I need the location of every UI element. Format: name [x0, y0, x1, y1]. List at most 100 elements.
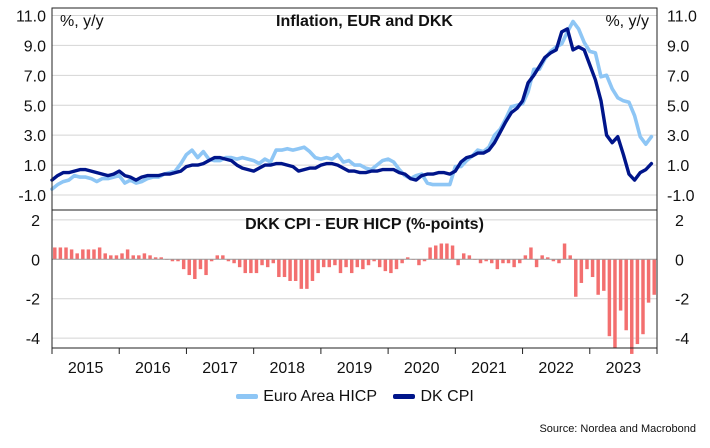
diff-bar: [198, 259, 203, 270]
diff-bar: [316, 259, 320, 274]
top-ytick-left: 11.0: [16, 8, 46, 25]
bottom-ytick-left: 2: [31, 213, 40, 230]
diff-bar: [490, 259, 494, 264]
diff-bar: [602, 259, 606, 291]
diff-bar: [534, 259, 539, 268]
diff-bar: [181, 259, 186, 270]
diff-bar: [434, 245, 438, 260]
diff-bar: [64, 247, 68, 260]
source-note: Source: Nordea and Macrobond: [539, 423, 696, 435]
top-chart-title: Inflation, EUR and DKK: [276, 13, 453, 30]
top-ytick-right: 9.0: [667, 38, 689, 55]
top-y-axis-left: 11.0 9.0 7.0 5.0 3.0 1.0 -1.0: [16, 8, 46, 205]
diff-bar: [170, 259, 175, 262]
diff-bar: [512, 259, 516, 268]
x-tick-label: 2017: [202, 360, 238, 377]
diff-bar: [109, 255, 113, 260]
diff-bar: [501, 259, 505, 264]
top-ytick-left: 3.0: [24, 128, 46, 145]
diff-bar: [226, 259, 231, 262]
diff-bar: [305, 259, 309, 289]
x-tick-label: 2022: [538, 360, 574, 377]
diff-bar: [193, 259, 197, 279]
top-y-unit-right: %, y/y: [605, 13, 649, 30]
legend-label-dk-cpi: DK CPI: [420, 388, 474, 405]
bottom-ytick-left: 0: [31, 252, 40, 269]
diff-bar: [321, 259, 326, 268]
diff-bar: [394, 259, 399, 270]
x-tick-label: 2018: [269, 360, 305, 377]
x-tick-label: 2019: [337, 360, 373, 377]
bottom-ytick-right: -4: [675, 331, 689, 348]
top-gridlines: [52, 14, 657, 196]
diff-bar: [529, 247, 533, 260]
diff-bar: [120, 253, 124, 260]
top-y-axis-right: 11.0 9.0 7.0 5.0 3.0 1.0 -1.0: [667, 8, 697, 205]
diff-bar: [293, 259, 298, 281]
diff-bar: [137, 255, 141, 260]
x-tick-label: 2015: [68, 360, 104, 377]
diff-bar: [585, 259, 589, 270]
diff-bar: [574, 259, 578, 297]
diff-bar: [546, 257, 550, 260]
diff-bar: [568, 255, 572, 260]
diff-bar: [254, 259, 259, 274]
diff-bar: [159, 257, 163, 260]
legend-item-euro-area-hicp: Euro Area HICP: [236, 388, 377, 406]
top-ytick-left: 9.0: [24, 38, 46, 55]
diff-bar: [405, 257, 410, 260]
diff-bar: [58, 247, 63, 260]
bottom-ytick-left: -4: [26, 331, 40, 348]
diff-bar: [103, 253, 107, 260]
bottom-gridlines: [52, 219, 657, 339]
legend: Euro Area HICP DK CPI: [0, 388, 710, 406]
diff-bar: [327, 259, 331, 268]
diff-bar: [518, 259, 522, 264]
bottom-y-axis-right: 2 0 -2 -4: [675, 213, 689, 348]
diff-bar: [187, 259, 191, 276]
bottom-panel-frame: [51, 209, 658, 349]
diff-bar: [148, 255, 152, 260]
bottom-ytick-left: -2: [26, 292, 40, 309]
diff-bar: [153, 257, 158, 260]
diff-bar: [277, 259, 281, 278]
diff-bar: [389, 259, 393, 274]
diff-bar: [288, 259, 292, 281]
diff-bar: [641, 259, 645, 335]
top-ytick-right: -1.0: [667, 188, 695, 205]
diff-bar: [338, 259, 343, 274]
top-ytick-right: 1.0: [667, 158, 689, 175]
diff-bar: [646, 259, 651, 303]
x-tick-label: 2016: [135, 360, 171, 377]
diff-bar: [215, 255, 220, 260]
top-ytick-right: 7.0: [667, 68, 689, 85]
diff-bar: [596, 259, 600, 295]
diff-bar: [557, 259, 561, 264]
diff-bar: [355, 259, 360, 268]
top-ytick-left: 7.0: [24, 68, 46, 85]
diff-bar: [265, 259, 270, 268]
legend-item-dk-cpi: DK CPI: [393, 388, 474, 406]
diff-bar: [506, 259, 511, 264]
diff-bar: [428, 247, 432, 260]
x-tick-label: 2023: [606, 360, 642, 377]
bottom-y-axis-left: 2 0 -2 -4: [26, 213, 40, 348]
diff-bar: [86, 249, 91, 260]
diff-bar: [467, 255, 472, 260]
top-panel: 11.0 9.0 7.0 5.0 3.0 1.0 -1.0 11.0 9.0 7.0 5.0 3.0…: [16, 7, 697, 211]
diff-bar: [624, 259, 628, 331]
top-ytick-right: 3.0: [667, 128, 689, 145]
legend-label-euro-area-hicp: Euro Area HICP: [263, 388, 378, 405]
diff-bar: [579, 259, 584, 283]
diff-bar: [204, 259, 208, 276]
x-tick-label: 2021: [471, 360, 507, 377]
bottom-bars: [53, 243, 656, 354]
diff-bar: [221, 255, 225, 260]
top-ytick-right: 11.0: [667, 8, 697, 25]
diff-bar: [125, 249, 130, 260]
diff-bar: [176, 259, 180, 262]
top-ytick-left: 5.0: [24, 98, 46, 115]
diff-bar: [344, 259, 348, 268]
diff-bar: [383, 259, 388, 272]
diff-bar: [271, 259, 276, 264]
